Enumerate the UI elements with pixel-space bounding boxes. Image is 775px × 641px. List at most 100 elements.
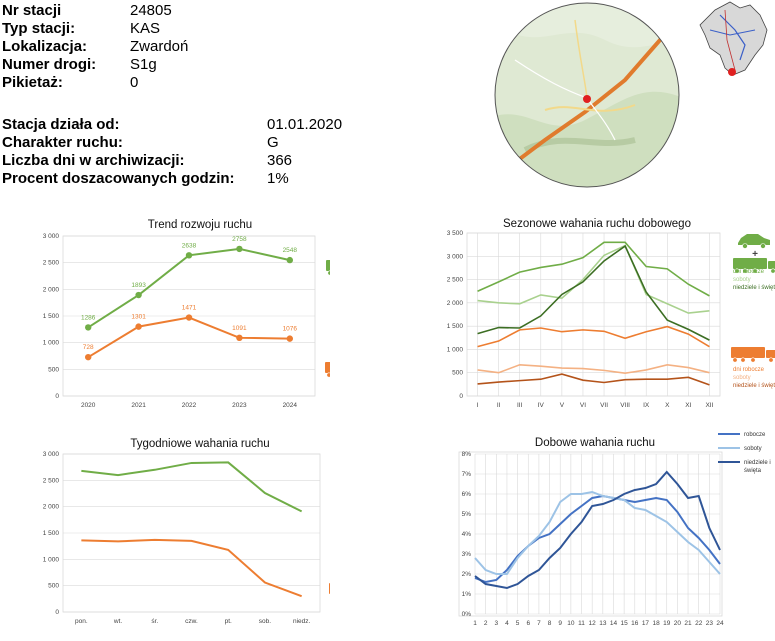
car-truck-icon: +: [733, 234, 775, 274]
x-tick-label: VIII: [620, 402, 630, 409]
field-label: Lokalizacja:: [2, 38, 88, 55]
wheel: [742, 268, 748, 274]
y-tick-label: 1 000: [447, 346, 464, 353]
chart-frame: [466, 232, 721, 397]
wheel: [326, 372, 330, 378]
wheel: [768, 357, 774, 363]
x-tick-label: 2023: [232, 402, 247, 409]
x-tick-label: 3: [494, 620, 498, 627]
chart-title: Tygodniowe wahania ruchu: [130, 438, 269, 450]
plus-icon: +: [752, 249, 758, 260]
x-tick-label: 18: [652, 620, 660, 627]
x-tick-label: niedz.: [293, 618, 311, 625]
x-tick-label: 15: [621, 620, 629, 627]
wheel: [740, 357, 746, 363]
x-tick-label: IV: [538, 402, 545, 409]
station-field: Charakter ruchu: G: [2, 134, 279, 152]
truck-icon: [326, 260, 330, 276]
x-tick-label: XII: [705, 402, 713, 409]
field-value: Zwardoń: [130, 38, 189, 55]
truck-body: [325, 362, 330, 373]
data-point: [185, 252, 193, 259]
field-value: 01.01.2020: [267, 116, 343, 133]
station-field: Pikietaż: 0: [2, 74, 138, 92]
y-tick-label: 4%: [462, 531, 472, 538]
truck-body: [326, 260, 330, 271]
legend-label: robocze: [744, 432, 766, 438]
chart-frame: [458, 451, 723, 617]
legend-label: soboty: [744, 446, 762, 452]
data-label: 1091: [232, 325, 247, 332]
wheel: [752, 268, 758, 274]
x-tick-label: 6: [526, 620, 530, 627]
data-label: 1301: [131, 314, 146, 321]
y-tick-label: 500: [452, 370, 463, 377]
truck-icon: [731, 347, 775, 363]
y-tick-label: 2 500: [447, 277, 464, 284]
x-tick-label: 2021: [131, 402, 146, 409]
legend-label: niedziele i święta: [733, 285, 775, 291]
series-line: [474, 470, 721, 590]
y-tick-label: 1%: [462, 591, 472, 598]
x-tick-label: X: [665, 402, 670, 409]
data-point: [85, 324, 92, 331]
station-marker-icon: [728, 68, 736, 76]
chart-title: Sezonowe wahania ruchu dobowego: [503, 218, 691, 230]
region-map: [699, 1, 768, 76]
station-field: Procent doszacowanych godzin: 1%: [2, 170, 289, 188]
y-tick-label: 0: [55, 393, 59, 400]
x-tick-label: sob.: [259, 618, 271, 625]
wheel: [760, 243, 766, 249]
data-point: [286, 256, 293, 264]
field-label: Numer drogi:: [2, 56, 97, 73]
legend-label: niedziele i: [744, 460, 771, 466]
y-tick-label: 1 000: [43, 556, 60, 563]
x-tick-label: I: [477, 402, 479, 409]
x-tick-label: 19: [663, 620, 671, 627]
x-tick-label: 5: [516, 620, 520, 627]
data-label: 1893: [131, 282, 146, 289]
data-point: [236, 334, 243, 342]
y-tick-label: 1 000: [43, 340, 60, 347]
field-value: KAS: [130, 20, 161, 37]
x-tick-label: V: [560, 402, 565, 409]
field-value: 366: [267, 152, 293, 169]
field-value: 1%: [267, 170, 289, 187]
field-label: Charakter ruchu:: [2, 134, 123, 151]
y-tick-label: 1 500: [43, 313, 60, 320]
field-value: 0: [130, 74, 139, 91]
x-tick-label: pon.: [75, 618, 88, 625]
field-label: Liczba dni w archiwizacji:: [2, 152, 185, 169]
x-tick-label: 24: [716, 620, 724, 627]
x-tick-label: 10: [567, 620, 575, 627]
x-tick-label: 7: [537, 620, 541, 627]
x-tick-label: 13: [599, 620, 607, 627]
x-tick-label: III: [517, 402, 523, 409]
truck-icon: [329, 583, 330, 594]
x-tick-label: 9: [558, 620, 562, 627]
chart-title: Dobowe wahania ruchu: [535, 437, 655, 449]
x-tick-label: 2024: [283, 402, 298, 409]
data-label: 728: [83, 344, 94, 351]
y-tick-label: 500: [48, 583, 59, 590]
y-tick-label: 6%: [462, 491, 472, 498]
series-line: [474, 494, 721, 584]
wheel: [732, 357, 738, 363]
legend-label: soboty: [733, 375, 751, 381]
truck-body: [329, 583, 330, 594]
y-tick-label: 3 000: [43, 451, 60, 458]
data-label: 1286: [81, 314, 96, 321]
chart-seasonal: Sezonowe wahania ruchu dobowego 0 500 1 000…: [447, 218, 775, 409]
field-label: Typ stacji:: [2, 20, 76, 37]
series-line: [477, 325, 710, 348]
y-tick-label: 2 500: [43, 477, 60, 484]
series-line: [477, 373, 710, 386]
x-tick-label: 12: [589, 620, 597, 627]
wheel: [750, 357, 756, 363]
y-tick-label: 0: [55, 609, 59, 616]
wheel: [734, 268, 740, 274]
x-tick-label: 2020: [81, 402, 96, 409]
chart-title: Trend rozwoju ruchu: [148, 219, 252, 231]
y-tick-label: 3 000: [447, 253, 464, 260]
